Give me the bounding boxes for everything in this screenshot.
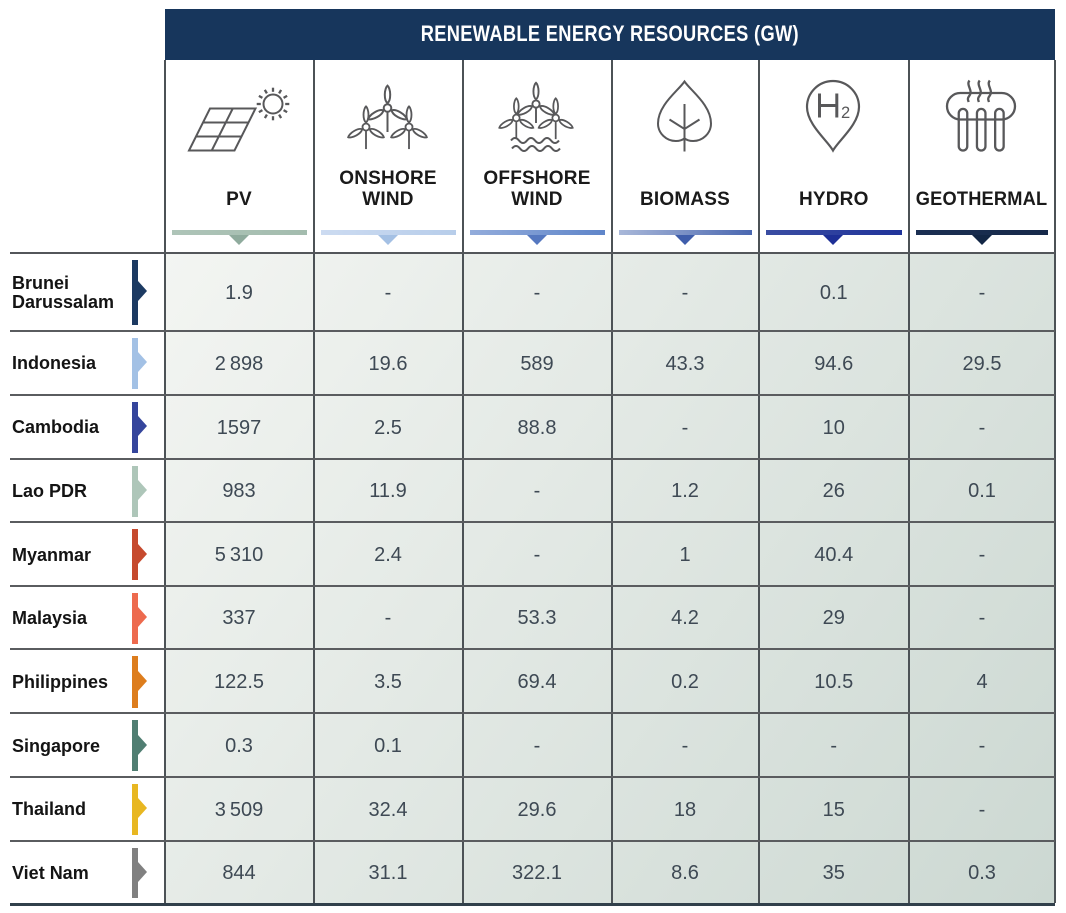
svg-text:2: 2 [841,104,850,122]
